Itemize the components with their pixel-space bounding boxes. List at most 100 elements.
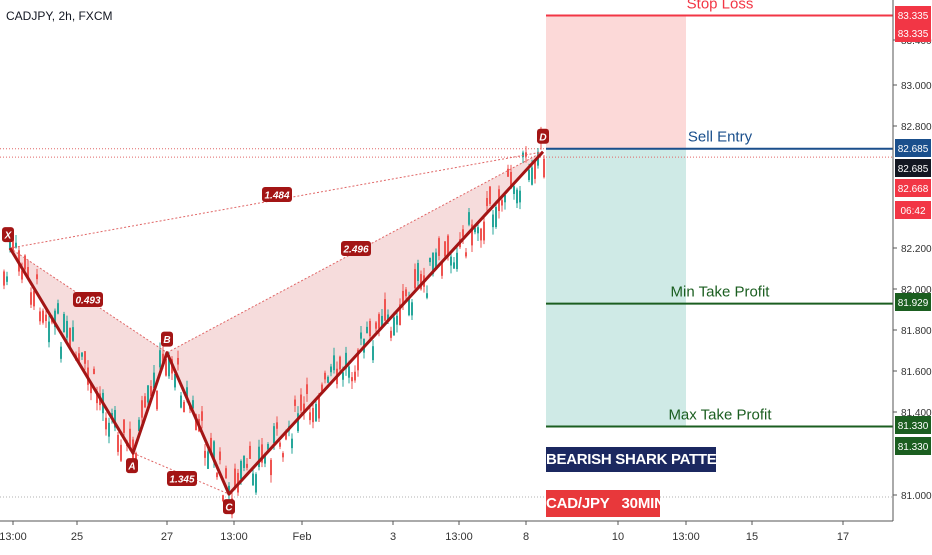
candle-body — [429, 257, 431, 263]
candle-body — [174, 373, 176, 388]
candle-body — [138, 419, 140, 432]
candle-body — [369, 320, 371, 337]
candle-body — [246, 463, 248, 468]
pattern-point-b-label: B — [163, 335, 170, 346]
candle-body — [519, 190, 521, 203]
candle-body — [531, 167, 533, 185]
ratio-line-xb — [9, 247, 168, 354]
candle-body — [213, 441, 215, 463]
candle-body — [177, 357, 179, 365]
price-tag-label: 81.330 — [898, 442, 929, 453]
candle-body — [258, 446, 260, 468]
candle-body — [402, 290, 404, 306]
candle-body — [393, 317, 395, 336]
candle-body — [48, 321, 50, 343]
candle-body — [528, 169, 530, 181]
min-take-profit-label: Min Take Profit — [671, 284, 771, 301]
price-tick-label: 81.000 — [901, 491, 932, 502]
candle-body — [129, 428, 131, 447]
symbol-title: CADJPY, 2h, FXCM — [6, 9, 113, 23]
max-take-profit-label: Max Take Profit — [668, 406, 772, 423]
candle-body — [309, 412, 311, 421]
candle-body — [156, 390, 158, 410]
candle-body — [444, 241, 446, 257]
time-tick-label: 10 — [612, 531, 624, 543]
pattern-point-c-marker — [223, 499, 235, 515]
sell-entry-label: Sell Entry — [688, 129, 753, 146]
candle-body — [117, 434, 119, 452]
candle-body — [120, 444, 122, 461]
price-tag — [895, 179, 931, 197]
candle-body — [150, 386, 152, 397]
candle-body — [207, 451, 209, 469]
candle-body — [285, 433, 287, 440]
candle-body — [354, 371, 356, 381]
candle-body — [441, 262, 443, 276]
pattern-point-a-marker — [126, 458, 138, 474]
candle-body — [378, 314, 380, 329]
price-tag — [895, 159, 931, 177]
candle-body — [141, 400, 143, 418]
price-tag-label: 82.685 — [898, 164, 929, 175]
candle-body — [381, 315, 383, 328]
price-tick-label: 82.000 — [901, 285, 932, 296]
pattern-point-d-label: D — [539, 132, 546, 143]
ratio-badge — [341, 241, 371, 256]
candle-body — [516, 189, 518, 204]
pattern-triangle-xab — [10, 248, 167, 454]
candle-body — [201, 411, 203, 421]
candle-body — [225, 468, 227, 479]
candle-body — [417, 263, 419, 282]
candle-body — [144, 396, 146, 408]
candle-body — [414, 269, 416, 289]
candle-body — [360, 332, 362, 339]
candle-body — [84, 351, 86, 364]
candle-body — [168, 354, 170, 377]
price-tick-label: 81.400 — [901, 408, 932, 419]
candle-body — [507, 168, 509, 177]
price-tag-label: 06:42 — [900, 206, 925, 217]
candle-body — [420, 274, 422, 290]
candle-body — [318, 396, 320, 419]
pattern-point-d-marker — [537, 128, 549, 144]
candle-body — [462, 229, 464, 237]
candle-body — [342, 372, 344, 380]
candle-body — [66, 320, 68, 338]
candle-body — [456, 252, 458, 270]
candle-body — [438, 238, 440, 256]
stop-loss-label: Stop Loss — [687, 0, 754, 12]
candle-body — [27, 267, 29, 278]
candle-body — [63, 313, 65, 333]
ratio-badge — [167, 471, 197, 486]
time-tick-label: 13:00 — [0, 531, 27, 543]
candle-body — [45, 314, 47, 322]
candle-body — [93, 368, 95, 375]
candle-body — [24, 255, 26, 270]
candle-body — [219, 451, 221, 461]
candle-body — [279, 442, 281, 447]
candle-body — [399, 304, 401, 326]
candle-body — [264, 453, 266, 464]
candle-body — [483, 221, 485, 241]
candle-body — [123, 419, 125, 433]
time-tick-label: 8 — [523, 531, 529, 543]
price-tag — [895, 6, 931, 24]
candle-body — [324, 372, 326, 380]
pattern-point-c-label: C — [225, 503, 233, 514]
time-tick-label: 13:00 — [672, 531, 700, 543]
candle-body — [15, 242, 17, 248]
candle-body — [78, 353, 80, 362]
banner-symbol: CAD/JPY — [546, 495, 610, 512]
candle-body — [165, 358, 167, 376]
candle-body — [60, 346, 62, 359]
candle-body — [255, 474, 257, 493]
candle-body — [6, 276, 8, 282]
candle-body — [273, 426, 275, 444]
candle-body — [534, 161, 536, 179]
candle-body — [72, 327, 74, 341]
candle-body — [69, 327, 71, 347]
ratio-badge — [73, 292, 103, 307]
candle-body — [366, 326, 368, 334]
